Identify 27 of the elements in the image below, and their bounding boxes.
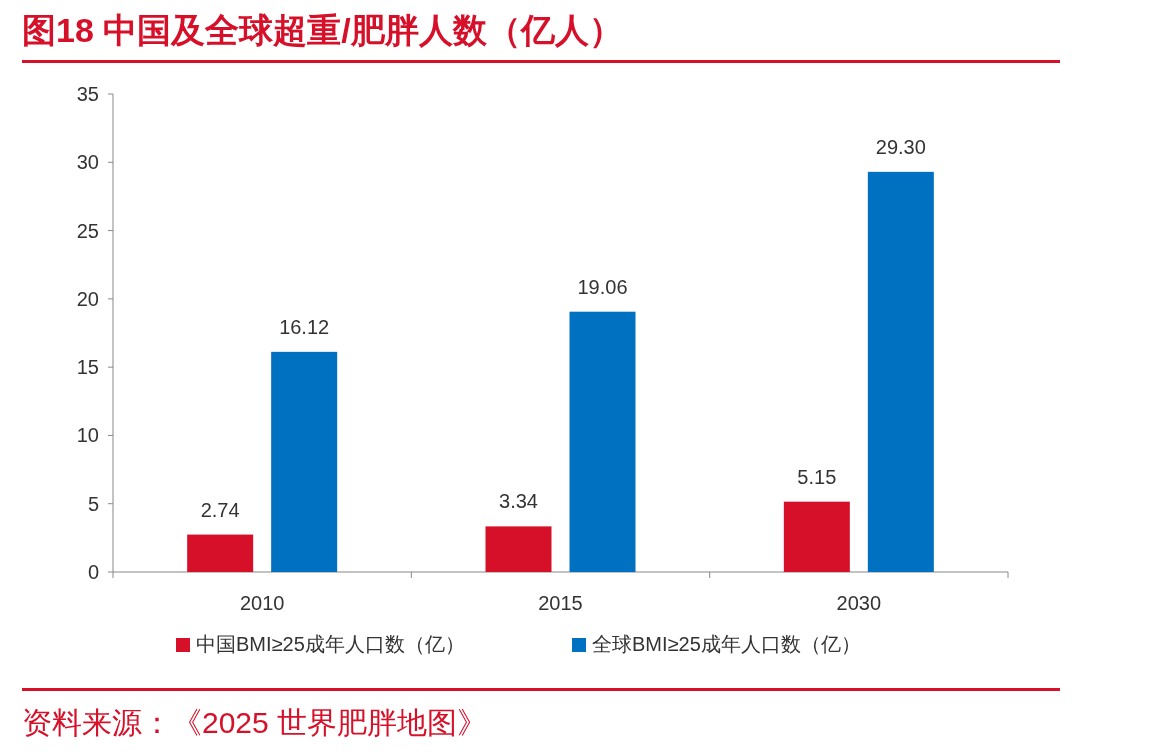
text: 2.74 xyxy=(200,498,240,521)
legend-label: 中国BMI≥25成年人口数（亿） xyxy=(196,633,465,655)
text: 资料来源：《2025 世界肥胖地图》 xyxy=(22,706,488,739)
y-tick-label: 0 xyxy=(87,561,99,583)
y-tick-label: 30 xyxy=(76,151,99,174)
text: 19.06 xyxy=(577,275,628,298)
legend-label: 全球BMI≥25成年人口数（亿） xyxy=(592,633,861,655)
y-tick-label: 5 xyxy=(87,492,99,515)
y-tick-label: 15 xyxy=(76,356,99,379)
bar xyxy=(867,171,934,572)
y-tick-label: 35 xyxy=(76,83,99,105)
text: 3.34 xyxy=(499,490,538,513)
bar xyxy=(187,534,254,572)
text: 29.30 xyxy=(875,135,926,158)
y-tick-label: 10 xyxy=(76,424,99,447)
bar xyxy=(485,526,552,572)
x-tick-label: 2030 xyxy=(836,592,882,614)
x-tick-label: 2015 xyxy=(538,592,583,614)
text: 16.12 xyxy=(279,315,330,338)
x-tick-label: 2010 xyxy=(239,592,285,614)
bar xyxy=(271,351,338,572)
text: 5.15 xyxy=(797,465,837,488)
y-tick-label: 25 xyxy=(76,219,99,242)
bar xyxy=(783,501,850,572)
chart-title: 图18 中国及全球超重/肥胖人数（亿人） xyxy=(22,11,623,49)
y-tick-label: 20 xyxy=(76,287,99,310)
bar xyxy=(569,311,636,572)
